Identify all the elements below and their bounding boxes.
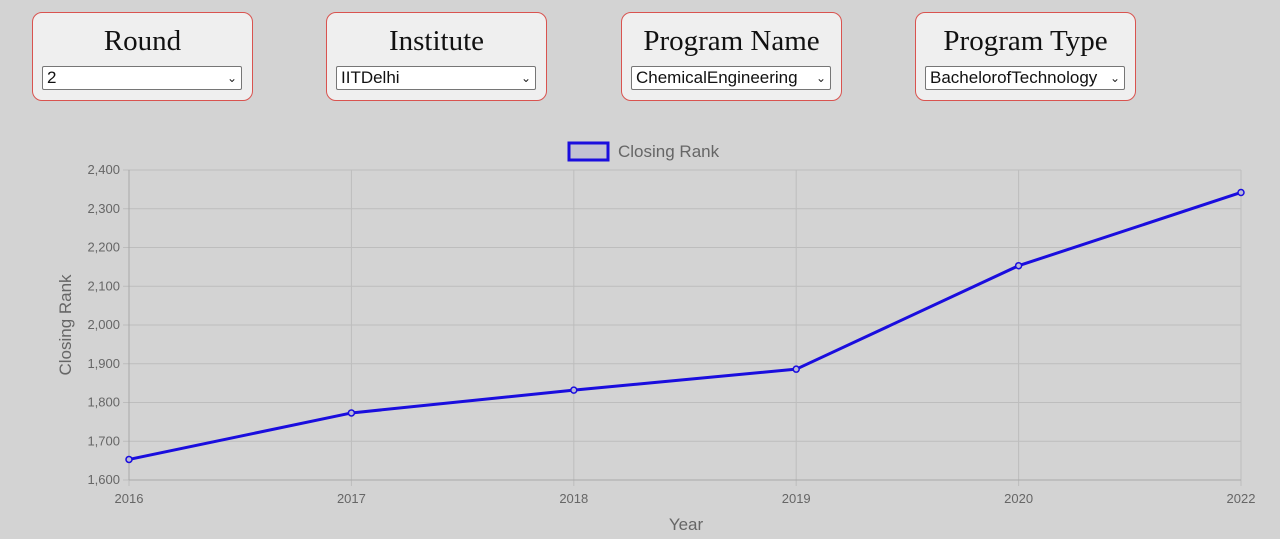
- y-tick-label: 2,400: [87, 162, 120, 177]
- y-axis-title: Closing Rank: [56, 274, 75, 376]
- legend-swatch: [567, 141, 610, 162]
- chart-axes: 1,600 1,700 1,800 1,900 2,000 2,100 2,200 2,300…: [87, 162, 1255, 506]
- chevron-down-icon: ⌄: [815, 71, 826, 85]
- x-tick-label: 2022: [1227, 491, 1256, 506]
- y-tick-label: 1,600: [87, 472, 120, 487]
- program-name-filter-label: Program Name: [643, 25, 820, 57]
- institute-filter-label: Institute: [388, 25, 485, 57]
- x-tick-label: 2017: [337, 491, 366, 506]
- x-tick-label: 2020: [1004, 491, 1033, 506]
- x-tick-label: 2019: [782, 491, 811, 506]
- program-name-filter-card: Program Name ChemicalEngineering ⌄: [621, 12, 842, 101]
- program-type-filter-card: Program Type BachelorofTechnology ⌄: [915, 12, 1136, 101]
- closing-rank-line: [128, 191, 1242, 461]
- y-tick-label: 2,300: [87, 201, 120, 216]
- y-tick-label: 2,100: [87, 278, 120, 293]
- round-filter-card: Round 2 ⌄: [32, 12, 253, 101]
- institute-select[interactable]: IITDelhi ⌄: [336, 66, 536, 90]
- x-tick-label: 2018: [559, 491, 588, 506]
- institute-select-value: IITDelhi: [341, 68, 400, 87]
- program-type-select-value: BachelorofTechnology: [930, 68, 1098, 87]
- chevron-down-icon: ⌄: [520, 71, 531, 85]
- x-tick-label: 2016: [115, 491, 144, 506]
- y-tick-label: 2,000: [87, 317, 120, 332]
- data-point: [125, 455, 133, 464]
- chart-series: [125, 188, 1245, 464]
- x-axis-title: Year: [669, 515, 704, 534]
- chevron-down-icon: ⌄: [1109, 71, 1120, 85]
- data-point: [792, 365, 800, 373]
- chart-grid: [123, 169, 1242, 486]
- institute-filter-card: Institute IITDelhi ⌄: [326, 12, 547, 101]
- data-point: [1237, 188, 1245, 197]
- y-tick-label: 1,900: [87, 356, 120, 371]
- program-type-filter-label: Program Type: [943, 25, 1108, 57]
- y-tick-label: 2,200: [87, 240, 120, 255]
- data-point: [570, 386, 578, 394]
- y-tick-label: 1,700: [87, 433, 120, 448]
- legend-label: Closing Rank: [618, 142, 720, 161]
- round-filter-label: Round: [103, 25, 182, 57]
- program-type-select[interactable]: BachelorofTechnology ⌄: [925, 66, 1125, 90]
- data-point: [1014, 261, 1023, 270]
- chevron-down-icon: ⌄: [226, 71, 237, 85]
- program-name-select-value: ChemicalEngineering: [636, 68, 798, 87]
- round-select[interactable]: 2 ⌄: [42, 66, 242, 90]
- program-name-select[interactable]: ChemicalEngineering ⌄: [631, 66, 831, 90]
- round-select-value: 2: [47, 68, 57, 87]
- data-point: [347, 409, 356, 417]
- y-tick-label: 1,800: [87, 395, 120, 410]
